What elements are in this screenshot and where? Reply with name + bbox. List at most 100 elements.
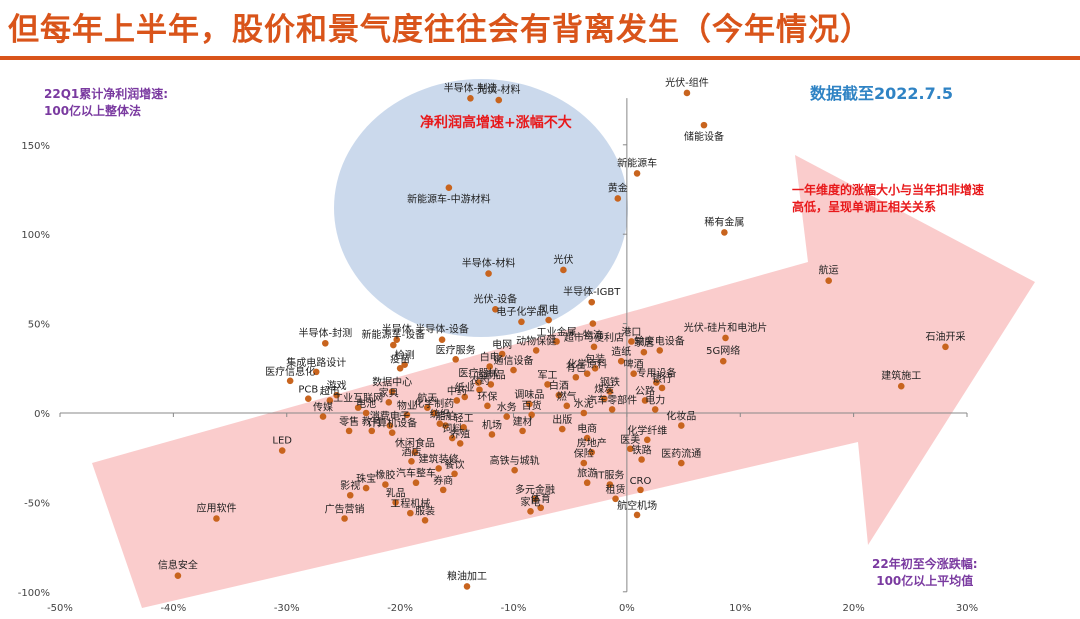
data-point [658, 384, 666, 392]
point-label: 工程机械 [390, 497, 430, 510]
point-label: 电网 [492, 338, 512, 351]
point-label: 环保 [477, 390, 497, 403]
point-label: 煤炭 [594, 383, 614, 396]
point-label: 电池 [356, 397, 376, 410]
data-point [442, 422, 449, 429]
circle-annotation: 净利润高增速+涨幅不大 [420, 115, 572, 131]
point-label: 化学纤维 [627, 424, 667, 437]
data-point [656, 347, 664, 354]
point-label: 珠宝 [356, 472, 376, 485]
point-label: 机场 [482, 418, 502, 431]
data-point [580, 459, 588, 467]
point-label: 传媒 [313, 402, 333, 414]
data-point [572, 373, 580, 381]
x-axis-note-line2: 100亿以上平均值 [876, 574, 974, 588]
data-point [495, 96, 503, 104]
data-point [430, 409, 438, 417]
data-point [392, 499, 399, 506]
data-point [643, 436, 651, 444]
point-label: 燃气 [557, 390, 577, 403]
point-label: 黄金 [608, 181, 628, 194]
point-label: 教育 [362, 415, 382, 428]
data-point [407, 509, 414, 517]
point-label: 建材 [513, 415, 533, 428]
x-axis-note-line1: 22年初至今涨跌幅: [872, 557, 978, 571]
point-label: 零售 [339, 415, 359, 428]
data-point [531, 495, 539, 503]
point-label: 输变电设备 [635, 334, 685, 347]
data-point [638, 456, 645, 463]
x-tick-label: 10% [729, 603, 751, 614]
data-point [606, 388, 614, 395]
point-label: 船舶 [435, 410, 455, 423]
data-point [396, 365, 404, 372]
point-label: 检测 [395, 349, 415, 362]
data-point [453, 397, 461, 404]
data-point [460, 424, 467, 431]
data-point [719, 357, 727, 365]
data-point [278, 447, 286, 454]
point-label: 农药 [469, 374, 489, 387]
point-label: 有色 [566, 361, 586, 374]
data-point [600, 395, 608, 402]
data-point [475, 379, 482, 386]
point-label: 物业 [397, 399, 417, 412]
data-point [606, 481, 614, 488]
data-point [403, 411, 411, 419]
data-point [333, 391, 340, 399]
point-label: 光伏-设备 [474, 292, 518, 305]
point-label: 稀有金属 [704, 215, 744, 228]
data-point [722, 334, 729, 342]
data-point [617, 357, 625, 365]
y-tick-label: 50% [28, 320, 50, 331]
point-label: 港口 [621, 326, 641, 338]
data-point [485, 270, 492, 277]
data-point [519, 427, 526, 435]
data-point [545, 316, 552, 324]
point-label: 航运 [819, 264, 839, 277]
data-point [382, 481, 389, 488]
data-point [448, 434, 456, 442]
arrow-annotation: 一年维度的涨幅大小与当年扣非增速 高低，呈现单调正相关关系 [792, 182, 984, 216]
data-point [461, 393, 469, 401]
data-point [438, 336, 446, 343]
data-point [390, 341, 397, 349]
x-tick-label: -40% [160, 603, 186, 614]
data-point [510, 366, 517, 374]
data-point [528, 411, 535, 419]
data-point [683, 89, 691, 97]
data-point [401, 361, 408, 369]
point-label: 数据中心 [372, 376, 412, 389]
y-tick-label: 150% [21, 141, 50, 152]
point-label: 服装 [415, 504, 435, 517]
data-point [488, 431, 496, 438]
point-label: 光伏-组件 [665, 76, 709, 89]
point-label: 酒店 [401, 445, 421, 458]
point-label: 医美 [620, 433, 640, 446]
point-label: 消费电子 [370, 410, 410, 423]
point-label: 轻工 [454, 411, 474, 424]
y-axis-note-line1: 22Q1累计净利润增速: [44, 87, 169, 101]
point-label: 集成电路设计 [286, 356, 346, 369]
data-point [346, 491, 354, 499]
point-label: 啤酒 [624, 359, 644, 371]
data-point [498, 350, 506, 358]
arrow-annotation-line2: 高低，呈现单调正相关关系 [792, 200, 937, 214]
data-point [435, 465, 442, 472]
data-point [526, 400, 533, 408]
point-label: 家电 [521, 495, 541, 508]
point-label: 化学制药 [414, 397, 454, 410]
background-shapes [92, 79, 1035, 608]
point-label: 应用软件 [196, 501, 236, 514]
point-label: 工业金属 [537, 325, 577, 338]
data-point [286, 377, 294, 385]
point-label: 半导体-IGBT [563, 285, 621, 298]
x-tick-label: 30% [956, 603, 978, 614]
data-point [451, 470, 458, 478]
point-label: 工业互联网 [333, 393, 383, 405]
y-axis-note-line2: 100亿以上整体法 [44, 104, 142, 118]
point-label: CRO [630, 476, 652, 487]
data-point [942, 343, 949, 351]
data-point [408, 457, 415, 465]
